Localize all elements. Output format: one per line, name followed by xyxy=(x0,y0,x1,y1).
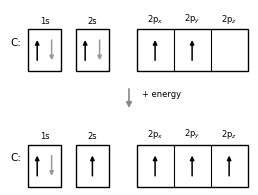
Bar xyxy=(28,29,61,71)
Bar xyxy=(28,145,61,187)
Text: 2p$_x$: 2p$_x$ xyxy=(147,128,163,141)
Text: 2p$_z$: 2p$_z$ xyxy=(221,12,237,26)
Text: C:: C: xyxy=(10,38,21,48)
Bar xyxy=(136,29,248,71)
Text: 2p$_x$: 2p$_x$ xyxy=(147,12,163,26)
Text: 2s: 2s xyxy=(87,132,97,141)
Text: + energy: + energy xyxy=(142,90,181,99)
Text: 1s: 1s xyxy=(40,17,49,26)
Bar xyxy=(76,145,109,187)
Text: 1s: 1s xyxy=(40,132,49,141)
Text: 2s: 2s xyxy=(87,17,97,26)
Text: C:: C: xyxy=(10,153,21,163)
Bar xyxy=(76,29,109,71)
Text: 2p$_z$: 2p$_z$ xyxy=(221,128,237,141)
Text: 2p$_y$: 2p$_y$ xyxy=(184,12,200,26)
Bar xyxy=(136,145,248,187)
Text: 2p$_y$: 2p$_y$ xyxy=(184,128,200,141)
